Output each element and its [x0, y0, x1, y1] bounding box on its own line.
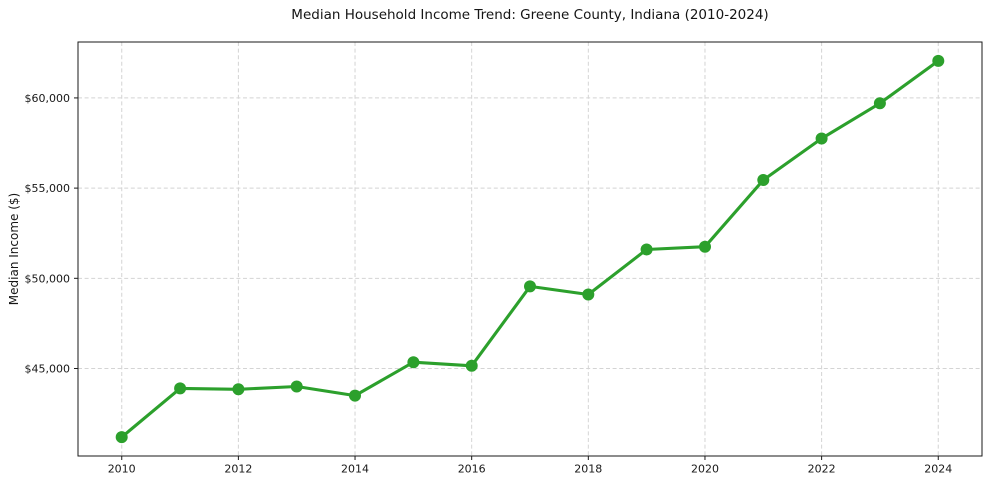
chart-title: Median Household Income Trend: Greene Co…	[291, 7, 769, 23]
data-point-2014	[349, 389, 361, 402]
data-point-2021	[757, 174, 770, 186]
data-point-2023	[873, 97, 886, 110]
x-tick-label: 2018	[574, 463, 602, 476]
data-point-2013	[290, 380, 303, 393]
y-tick-label: $55,000	[25, 182, 71, 195]
plot-border	[77, 41, 983, 457]
data-point-2017	[524, 280, 536, 293]
data-point-2024	[932, 54, 945, 67]
data-point-2010	[115, 431, 128, 444]
x-tick-label: 2010	[108, 463, 136, 476]
data-point-2018	[582, 288, 595, 301]
data-point-2016	[465, 359, 478, 372]
x-tick-label: 2020	[691, 463, 719, 476]
data-point-2019	[640, 243, 653, 256]
x-tick-label: 2012	[224, 463, 252, 476]
y-tick-label: $60,000	[25, 92, 71, 105]
data-point-2012	[232, 383, 245, 396]
x-tick-label: 2024	[924, 463, 952, 476]
y-tick-label: $50,000	[25, 272, 71, 285]
data-point-2015	[407, 356, 420, 369]
data-point-2020	[699, 240, 711, 253]
y-tick-label: $45,000	[25, 363, 71, 376]
x-tick-label: 2014	[341, 463, 369, 476]
x-tick-label: 2016	[458, 463, 486, 476]
x-tick-label: 2022	[808, 463, 836, 476]
data-point-2011	[174, 382, 187, 395]
income-trend-line	[120, 59, 940, 439]
data-point-2022	[815, 132, 828, 145]
